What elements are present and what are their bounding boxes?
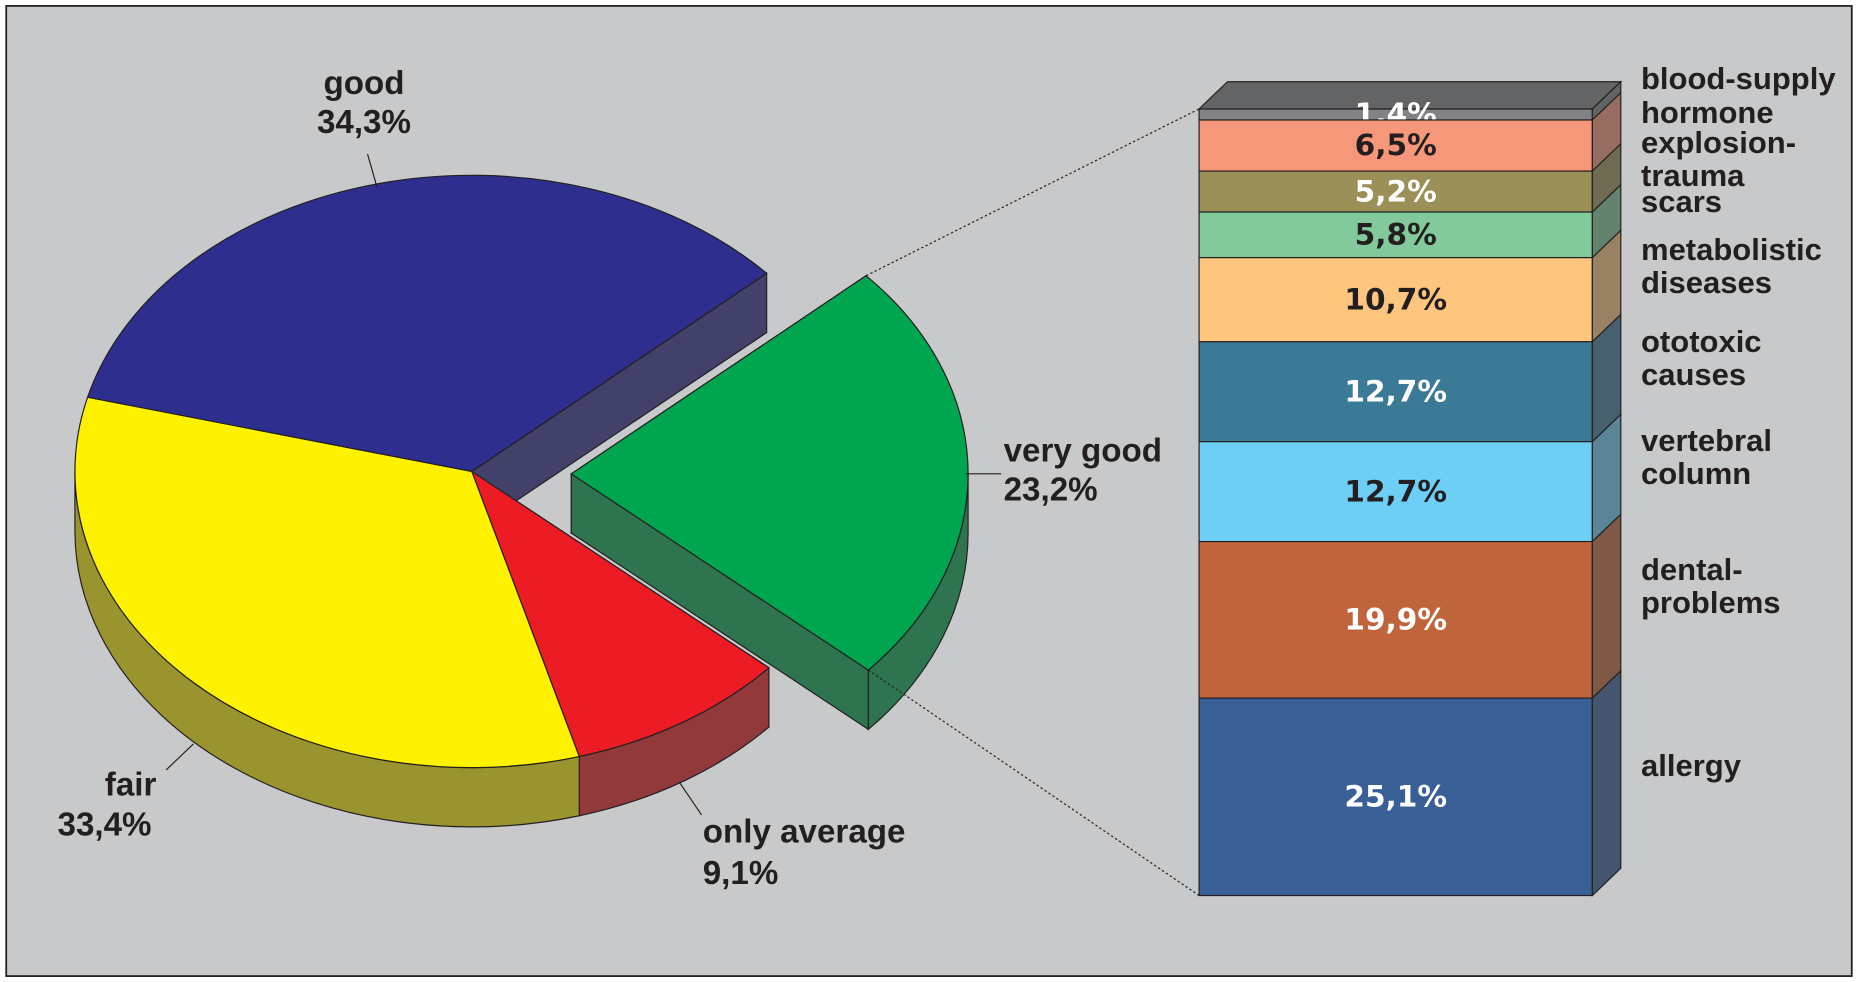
pie-slice: [470, 469, 770, 758]
bar-side: [1591, 512, 1622, 700]
pie: [74, 174, 969, 828]
bar-category-label: scars: [1641, 183, 1723, 219]
bar-segment: [1198, 697, 1593, 897]
bar-value-label: 12,7%: [1344, 374, 1447, 408]
bar-category-label: explosion- trauma: [1641, 124, 1797, 193]
leader-line: [366, 153, 378, 188]
bar-value-label: 6,5%: [1355, 128, 1437, 162]
pie-value-label: 34,3%: [317, 104, 411, 141]
bar-category-label: dental- problems: [1641, 552, 1781, 621]
connector-line: [868, 669, 1200, 897]
pie-label: very good: [1004, 432, 1162, 469]
bar-segment: [1198, 540, 1593, 699]
bar-value-label: 25,1%: [1344, 780, 1447, 814]
bar-category-label: blood-supply: [1641, 60, 1836, 96]
bar-value-label: 19,9%: [1344, 603, 1447, 637]
stacked-bar: 1,4%6,5%5,2%5,8%10,7%12,7%12,7%19,9%25,1…: [1197, 80, 1623, 897]
bar-segment: [1198, 257, 1593, 343]
pie-label: good: [323, 65, 404, 102]
pie-value-label: 9,1%: [703, 855, 779, 892]
bar-value-label: 12,7%: [1344, 474, 1447, 508]
leader-line: [165, 743, 194, 771]
pie-slice: [570, 274, 969, 671]
pie-label: fair: [105, 766, 157, 803]
pie-slice: [86, 174, 768, 473]
bar-category-label: metabolistic diseases: [1641, 232, 1822, 301]
leader-line: [678, 781, 703, 816]
bar-category-label: ototoxic causes: [1641, 323, 1762, 392]
bar-value-label: 5,8%: [1355, 218, 1437, 252]
connector-line: [865, 108, 1200, 277]
bar-value-label: 10,7%: [1344, 282, 1447, 316]
bar-segment: [1198, 341, 1593, 443]
pie-label: only average: [703, 814, 906, 851]
bar-segment: [1198, 170, 1593, 213]
bar-category-label: vertebral column: [1641, 423, 1772, 492]
bar-category-label: hormone: [1641, 94, 1774, 130]
bar-value-label: 5,2%: [1355, 174, 1437, 208]
bar-side: [1591, 669, 1622, 897]
bar-segment: [1198, 441, 1593, 543]
pie-value-label: 23,2%: [1004, 471, 1098, 508]
pie-slice: [74, 396, 581, 769]
bar-category-label: allergy: [1641, 747, 1741, 783]
pie-value-label: 33,4%: [58, 807, 152, 844]
